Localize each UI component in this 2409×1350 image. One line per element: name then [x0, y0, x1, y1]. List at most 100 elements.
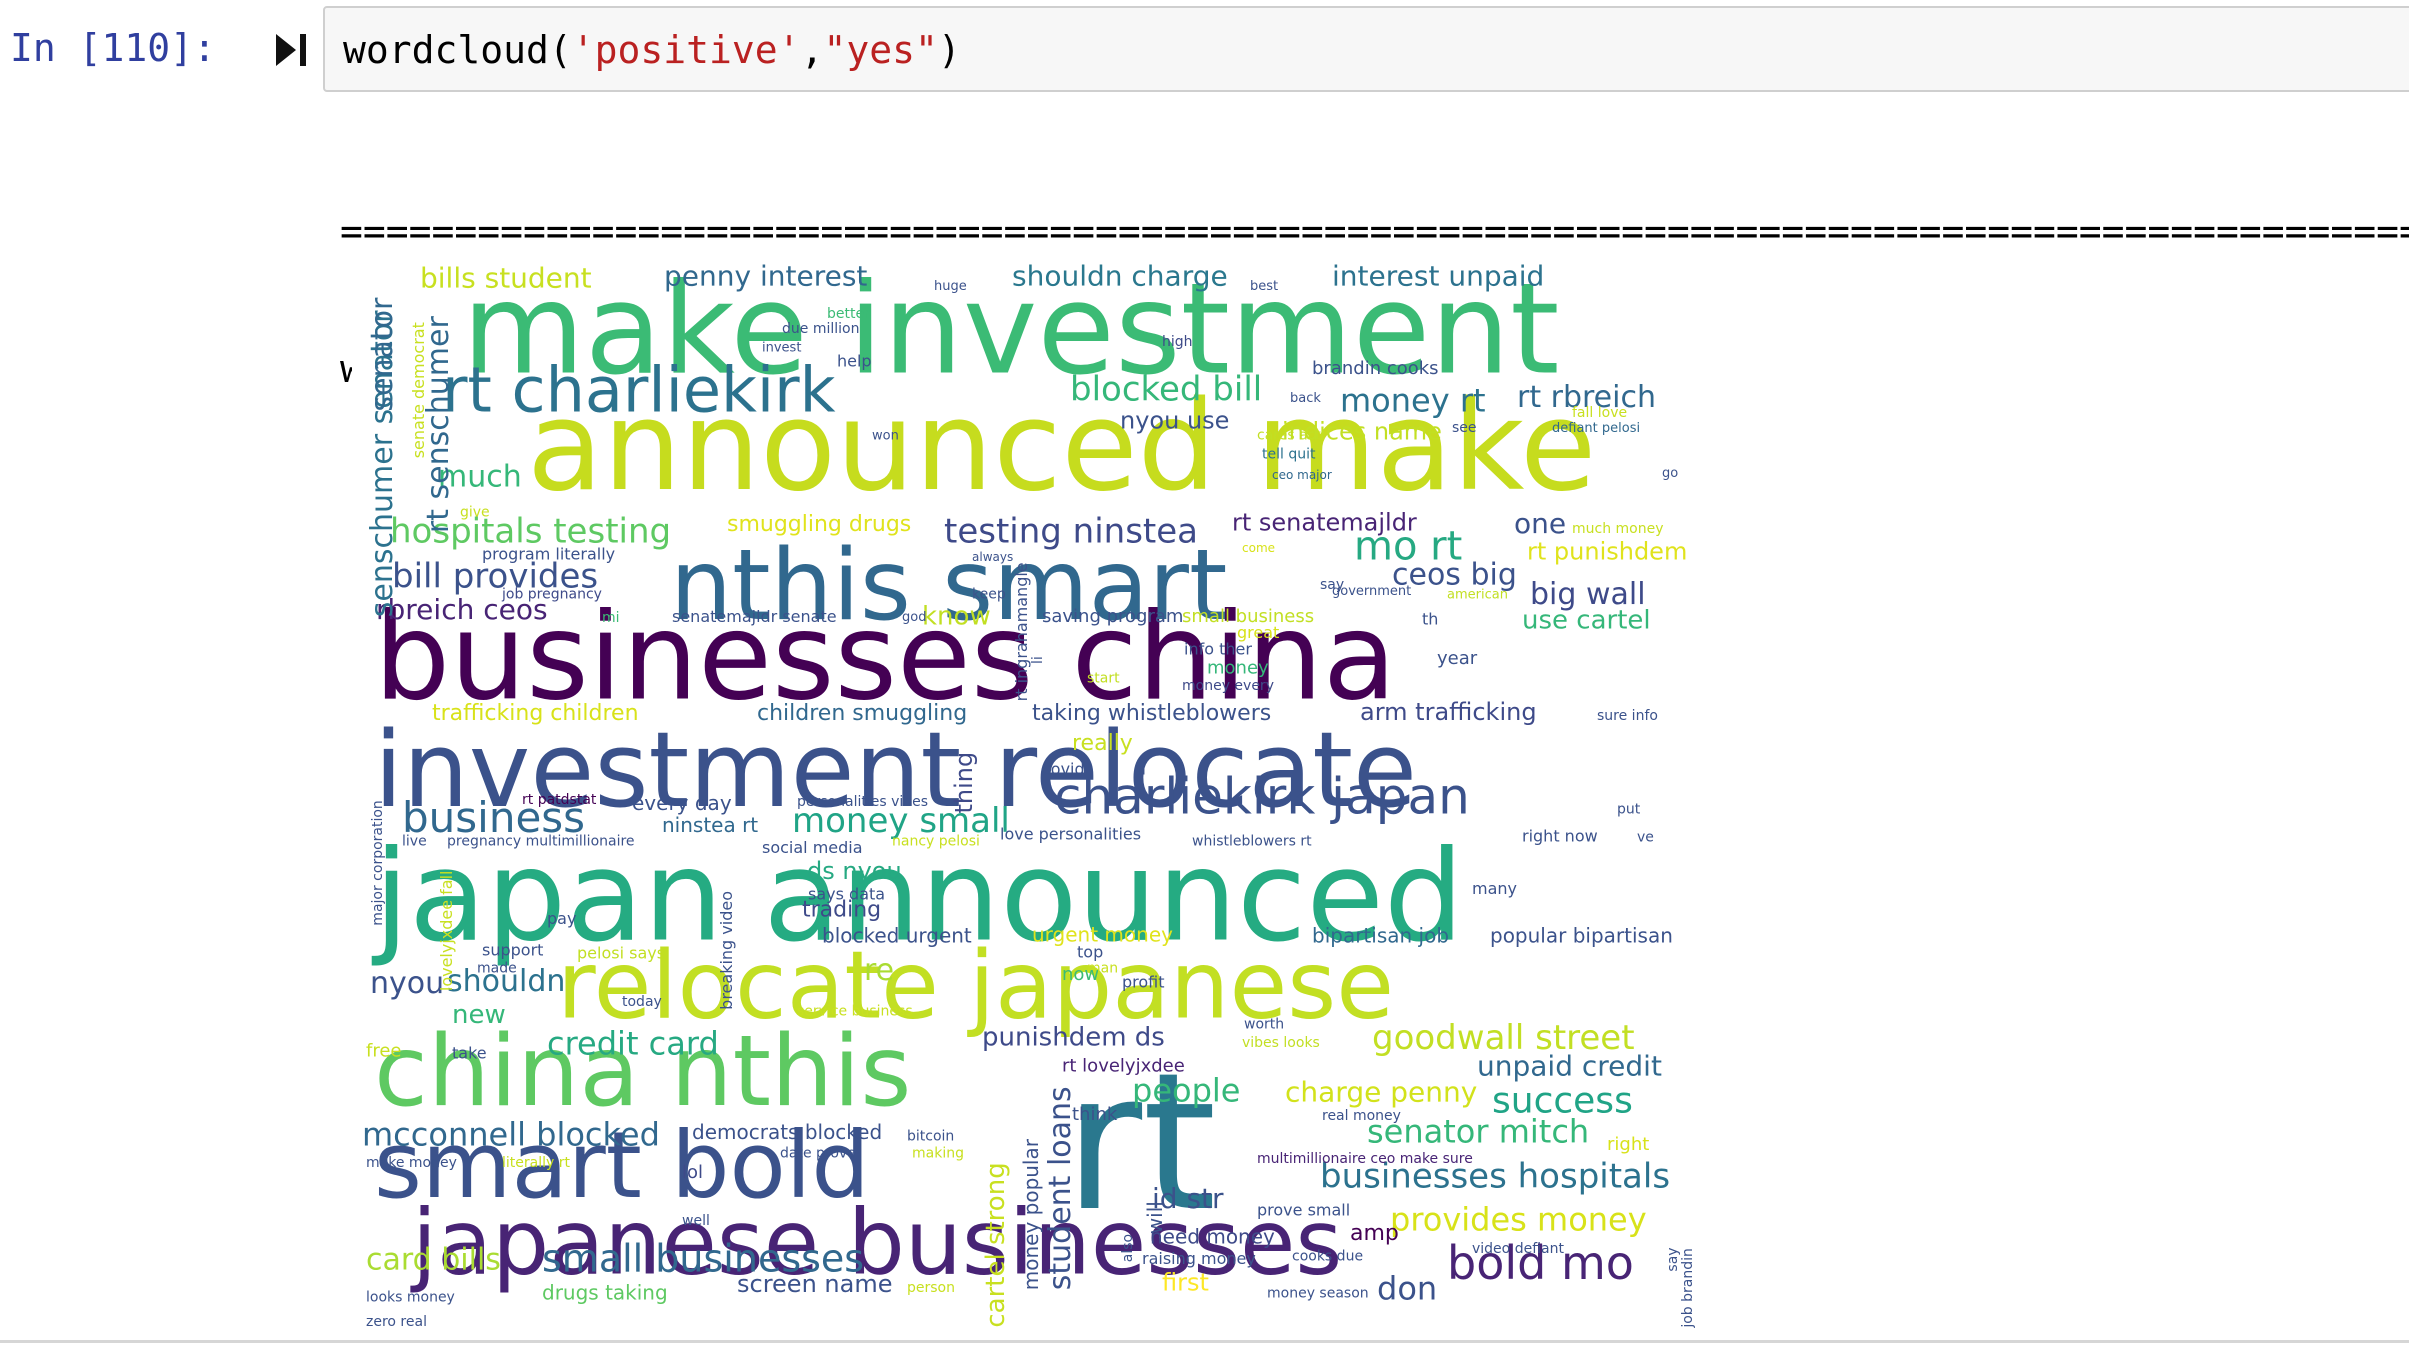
wordcloud-word: think [1072, 1104, 1118, 1125]
wordcloud-word: first [1162, 1268, 1209, 1296]
wordcloud-word: rt punishdem [1527, 537, 1687, 565]
wordcloud-word: great [1237, 623, 1279, 642]
wordcloud-word: senator mitch [1367, 1113, 1589, 1151]
wordcloud-word: people [1132, 1071, 1240, 1109]
wordcloud-word: job brandin [1680, 1248, 1696, 1329]
wordcloud-word: personalities vibes [797, 794, 928, 810]
cell-divider [0, 1340, 2409, 1343]
wordcloud-word: rt lovelyjxdee [1062, 1056, 1185, 1077]
code-line[interactable]: wordcloud('positive',"yes") [343, 28, 961, 72]
wordcloud-word: smart bold [374, 1112, 870, 1219]
wordcloud-word: will [1143, 1201, 1167, 1234]
wordcloud-word: amp [1350, 1221, 1399, 1246]
wordcloud-image: make investment announced make businesses … [352, 262, 1704, 1337]
wordcloud-word: covid [1042, 759, 1085, 778]
wordcloud-word: arm trafficking [1360, 698, 1537, 726]
wordcloud-word: shouldn [447, 964, 565, 999]
wordcloud-word: program literally [482, 544, 615, 563]
wordcloud-word: one [1514, 507, 1566, 540]
wordcloud-word: right [1607, 1134, 1649, 1155]
wordcloud-word: rbreich ceos [376, 593, 548, 626]
wordcloud-word: sure info [1597, 708, 1658, 724]
wordcloud-word: high [1162, 334, 1193, 350]
run-cell-icon[interactable] [274, 30, 310, 70]
wordcloud-word: money every [1182, 678, 1274, 694]
wordcloud-word: nyou use [1120, 406, 1229, 434]
wordcloud-word: whistleblowers rt [1192, 833, 1312, 849]
wordcloud-word: use cartel [1522, 605, 1651, 635]
wordcloud-word: job pregnancy [501, 587, 602, 603]
wordcloud-word: bold mo [1447, 1236, 1634, 1290]
wordcloud-word: money [1207, 657, 1269, 678]
output-separator: ========================================… [340, 209, 2409, 253]
wordcloud-word: ninstea rt [662, 813, 758, 837]
wordcloud-word: business [402, 793, 585, 842]
wordcloud-word: money season [1267, 1286, 1369, 1302]
code-separator: , [800, 28, 824, 72]
wordcloud-word: making [912, 1146, 964, 1162]
wordcloud-word: multimillionaire ceo make sure [1257, 1151, 1473, 1167]
wordcloud-word: thing [950, 752, 978, 814]
wordcloud-word: come [1242, 541, 1275, 555]
wordcloud-word: charge penny [1285, 1075, 1477, 1108]
wordcloud-word: popular bipartisan [1490, 924, 1673, 948]
wordcloud-word: also [1120, 1234, 1136, 1262]
wordcloud-word: lovelyjxdee fall [437, 870, 456, 991]
wordcloud-word: free [366, 1041, 402, 1062]
wordcloud-word: love personalities [1000, 825, 1141, 844]
wordcloud-word: defiant pelosi [1552, 421, 1640, 436]
wordcloud-word: id str [1152, 1182, 1224, 1215]
wordcloud-word: businesses china [374, 589, 1396, 728]
wordcloud-word: rt senatemajldr [1232, 508, 1417, 536]
wordcloud-word: senate democrat [409, 322, 428, 458]
wordcloud-word: major corporation [370, 800, 386, 926]
wordcloud-word: shouldn charge [1012, 262, 1228, 292]
wordcloud-word: god [902, 610, 926, 625]
wordcloud-word: ceo major [1272, 468, 1332, 482]
wordcloud-word: money popular [1019, 1138, 1043, 1290]
wordcloud-word: invest [762, 341, 801, 356]
wordcloud-word: student loans [1043, 1086, 1078, 1290]
wordcloud-word: won [872, 429, 899, 444]
wordcloud-word: service business [797, 1003, 913, 1019]
wordcloud-word: brandin cooks [1312, 358, 1439, 379]
wordcloud-word: profit [1122, 972, 1165, 991]
wordcloud-word: fall love [1572, 405, 1627, 421]
wordcloud-word: unpaid credit [1477, 1049, 1662, 1082]
wordcloud-word: money small [792, 801, 1010, 841]
wordcloud-word: help [837, 352, 872, 371]
wordcloud-word: interest unpaid [1332, 262, 1544, 292]
wordcloud-word: huge [934, 279, 967, 294]
wordcloud-word: looks money [366, 1289, 455, 1305]
wordcloud-word: goodwall street [1372, 1018, 1635, 1058]
wordcloud-word: every day [632, 791, 732, 815]
wordcloud-word: back [1290, 391, 1321, 406]
wordcloud-word: vibes looks [1242, 1035, 1320, 1051]
wordcloud-word: today [622, 994, 662, 1010]
wordcloud-word: best [1250, 279, 1278, 294]
wordcloud-word: small business [1182, 606, 1314, 627]
wordcloud-word: senschumer senator [365, 310, 400, 617]
wordcloud-word: see [1452, 420, 1477, 436]
wordcloud-word: really [1072, 731, 1133, 756]
wordcloud-word: bitcoin [907, 1129, 954, 1145]
wordcloud-word: nyou [370, 966, 444, 1001]
code-input-cell[interactable]: wordcloud('positive',"yes") [323, 6, 2409, 92]
wordcloud-word: say [1665, 1247, 1681, 1271]
wordcloud-word: support [482, 941, 543, 960]
wordcloud-word: testing ninstea [944, 511, 1198, 551]
wordcloud-word: re [864, 953, 894, 988]
cell-prompt: In [110]: [10, 26, 216, 70]
wordcloud-word: success [1492, 1081, 1633, 1122]
code-arg-2: "yes" [823, 28, 938, 72]
wordcloud-word: ve [1637, 830, 1654, 846]
wordcloud-word: bill provides [392, 556, 598, 596]
code-function: wordcloud( [343, 28, 572, 72]
wordcloud-word: top [1077, 942, 1103, 961]
wordcloud-word: rt patdstat [522, 792, 597, 808]
wordcloud-word: real money [1322, 1108, 1401, 1124]
wordcloud-word: rt charliekirk [442, 354, 836, 427]
wordcloud-word: blocked urgent [822, 924, 972, 948]
wordcloud-word: much [438, 459, 522, 494]
